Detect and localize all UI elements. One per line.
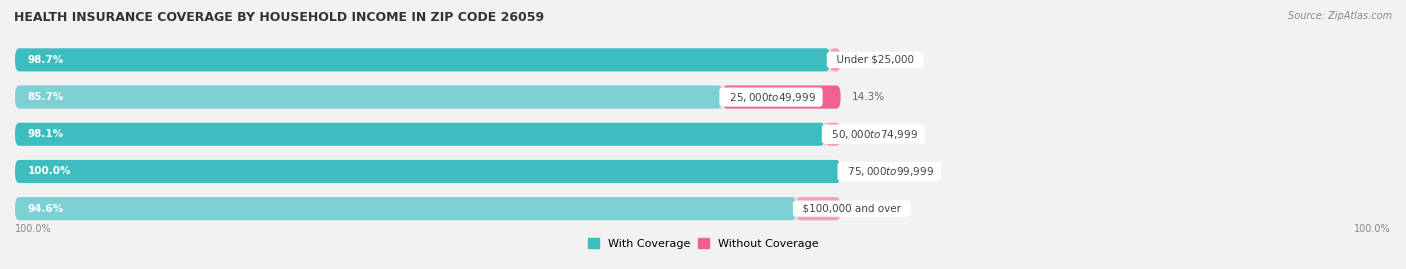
FancyBboxPatch shape bbox=[15, 160, 841, 183]
FancyBboxPatch shape bbox=[15, 197, 841, 220]
Text: HEALTH INSURANCE COVERAGE BY HOUSEHOLD INCOME IN ZIP CODE 26059: HEALTH INSURANCE COVERAGE BY HOUSEHOLD I… bbox=[14, 11, 544, 24]
FancyBboxPatch shape bbox=[15, 160, 841, 183]
Text: 100.0%: 100.0% bbox=[27, 167, 70, 176]
Text: Under $25,000: Under $25,000 bbox=[830, 55, 921, 65]
Text: 100.0%: 100.0% bbox=[15, 224, 52, 233]
Text: 1.9%: 1.9% bbox=[852, 129, 879, 139]
Text: 98.7%: 98.7% bbox=[27, 55, 63, 65]
FancyBboxPatch shape bbox=[825, 123, 841, 146]
FancyBboxPatch shape bbox=[796, 197, 841, 220]
Text: 0.0%: 0.0% bbox=[852, 167, 877, 176]
Text: $25,000 to $49,999: $25,000 to $49,999 bbox=[723, 91, 820, 104]
Text: $50,000 to $74,999: $50,000 to $74,999 bbox=[825, 128, 922, 141]
FancyBboxPatch shape bbox=[15, 86, 841, 109]
Text: 14.3%: 14.3% bbox=[852, 92, 884, 102]
FancyBboxPatch shape bbox=[15, 123, 825, 146]
FancyBboxPatch shape bbox=[15, 86, 723, 109]
FancyBboxPatch shape bbox=[15, 197, 796, 220]
Text: $75,000 to $99,999: $75,000 to $99,999 bbox=[841, 165, 938, 178]
Text: Source: ZipAtlas.com: Source: ZipAtlas.com bbox=[1288, 11, 1392, 21]
FancyBboxPatch shape bbox=[15, 48, 830, 71]
Text: 98.1%: 98.1% bbox=[27, 129, 63, 139]
Text: 100.0%: 100.0% bbox=[1354, 224, 1391, 233]
Text: 5.4%: 5.4% bbox=[852, 204, 879, 214]
Text: 94.6%: 94.6% bbox=[27, 204, 63, 214]
Legend: With Coverage, Without Coverage: With Coverage, Without Coverage bbox=[583, 234, 823, 253]
FancyBboxPatch shape bbox=[723, 86, 841, 109]
FancyBboxPatch shape bbox=[830, 48, 841, 71]
Text: $100,000 and over: $100,000 and over bbox=[796, 204, 907, 214]
FancyBboxPatch shape bbox=[15, 48, 841, 71]
Text: 85.7%: 85.7% bbox=[27, 92, 63, 102]
Text: 1.3%: 1.3% bbox=[852, 55, 879, 65]
FancyBboxPatch shape bbox=[15, 123, 841, 146]
